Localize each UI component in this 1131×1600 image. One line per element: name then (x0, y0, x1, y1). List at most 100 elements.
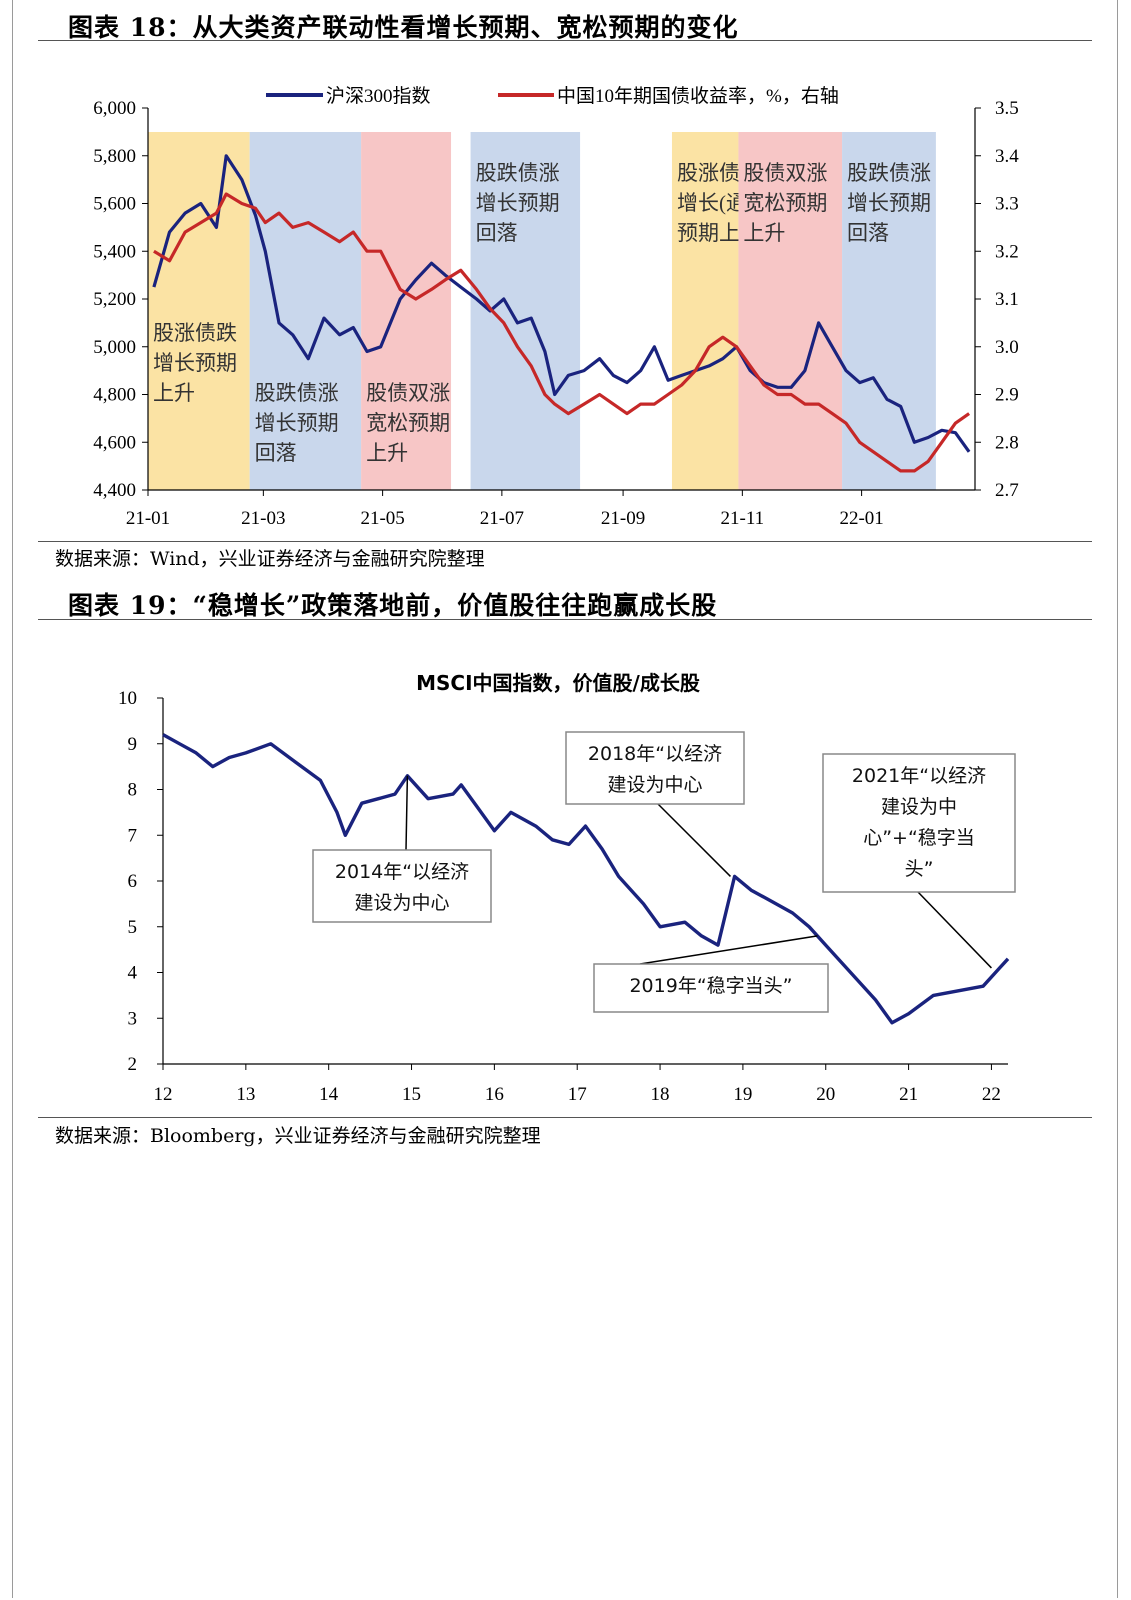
y-tick-label: 2 (128, 1054, 138, 1075)
page-frame (12, 0, 1118, 1598)
regime-label: 宽松预期 (743, 191, 827, 215)
annotation-leader (657, 803, 732, 877)
y-right-tick-label: 2.7 (995, 480, 1019, 501)
figure19-source: 数据来源：Bloomberg，兴业证券经济与金融研究院整理 (55, 1125, 541, 1147)
regime-label: 股债双涨 (366, 381, 450, 405)
x-tick-label: 21-03 (241, 508, 285, 529)
y-right-tick-label: 2.9 (995, 385, 1019, 406)
regime-band (361, 132, 452, 490)
annotation-text: 2019年“稳字当头” (629, 975, 792, 997)
x-tick-label: 22-01 (839, 508, 883, 529)
figure18-bottom-rule (38, 541, 1092, 542)
x-tick-label: 21-01 (126, 508, 170, 529)
annotation-text: 头” (905, 858, 934, 880)
regime-label: 股跌债涨 (255, 381, 339, 405)
y-left-tick-label: 5,800 (93, 146, 136, 167)
y-left-tick-label: 4,800 (93, 385, 136, 406)
x-tick-label: 21 (899, 1084, 918, 1105)
figure19-bottom-rule (38, 1117, 1092, 1118)
x-tick-label: 16 (485, 1084, 504, 1105)
x-tick-label: 18 (651, 1084, 670, 1105)
regime-label: 回落 (847, 221, 889, 245)
regime-label: 回落 (255, 441, 297, 465)
y-left-tick-label: 5,600 (93, 194, 136, 215)
chart2-title: MSCI中国指数，价值股/成长股 (416, 671, 700, 695)
y-left-tick-label: 5,200 (93, 289, 136, 310)
x-tick-label: 12 (154, 1084, 173, 1105)
y-right-tick-label: 3.4 (995, 146, 1019, 167)
y-left-tick-label: 4,600 (93, 432, 136, 453)
annotation-box (822, 753, 1016, 893)
y-left-tick-label: 6,000 (93, 98, 136, 119)
y-tick-label: 9 (128, 734, 138, 755)
annotation-box (565, 731, 745, 805)
regime-band (842, 132, 936, 490)
y-tick-label: 3 (128, 1008, 138, 1029)
x-tick-label: 17 (568, 1084, 587, 1105)
y-right-tick-label: 3.2 (995, 241, 1019, 262)
annotation-leader (405, 775, 409, 851)
annotation-text: 心”+“稳字当 (863, 827, 975, 849)
regime-band (671, 132, 739, 490)
regime-label: 股债双涨 (743, 161, 827, 185)
y-tick-label: 7 (128, 825, 138, 846)
regime-label: 上升 (743, 221, 785, 245)
x-tick-label: 19 (733, 1084, 752, 1105)
y-tick-label: 6 (128, 871, 138, 892)
regime-label: 增长预期 (476, 191, 560, 215)
figure18-title: 图表 18：从大类资产联动性看增长预期、宽松预期的变化 (68, 13, 739, 42)
regime-label: 股跌债涨 (847, 161, 931, 185)
regime-label: 回落 (476, 221, 518, 245)
y-tick-label: 4 (128, 963, 138, 984)
regime-label: 增长预期 (255, 411, 339, 435)
regime-band (738, 132, 843, 490)
bond-yield-line (153, 192, 971, 473)
x-tick-label: 21-11 (721, 508, 765, 529)
annotation-leader (917, 891, 992, 969)
legend-label-bond-yield: 中国10年期国债收益率，%，右轴 (557, 85, 839, 107)
regime-label: 宽松预期 (366, 411, 450, 435)
y-tick-label: 8 (128, 780, 138, 801)
regime-label: 增长预期 (847, 191, 931, 215)
figure19-title-rule (38, 619, 1092, 620)
y-right-tick-label: 3.1 (995, 289, 1019, 310)
x-tick-label: 21-05 (360, 508, 404, 529)
y-tick-label: 5 (128, 917, 138, 938)
y-left-tick-label: 5,000 (93, 337, 136, 358)
value-growth-ratio-line (162, 733, 1010, 1025)
annotation-box (593, 963, 829, 1013)
legend-label-hs300: 沪深300指数 (326, 85, 431, 107)
regime-band (470, 132, 581, 490)
y-right-tick-label: 3.0 (995, 337, 1019, 358)
annotation-text: 建设为中 (881, 796, 957, 818)
figure18-source: 数据来源：Wind，兴业证券经济与金融研究院整理 (55, 548, 485, 570)
regime-band (249, 132, 362, 490)
annotation-text: 建设为中心 (607, 774, 702, 796)
x-tick-label: 15 (402, 1084, 421, 1105)
annotation-text: 2021年“以经济 (852, 765, 986, 787)
annotation-box (312, 849, 492, 923)
annotation-leader (639, 935, 818, 965)
x-tick-label: 13 (236, 1084, 255, 1105)
x-tick-label: 21-09 (601, 508, 645, 529)
y-right-tick-label: 3.5 (995, 98, 1019, 119)
regime-label: 股跌债涨 (476, 161, 560, 185)
regime-label: 股涨债跌 (153, 321, 237, 345)
figure19-title: 图表 19：“稳增长”政策落地前，价值股往往跑赢成长股 (68, 591, 718, 620)
figure18-title-rule (38, 40, 1092, 41)
y-left-tick-label: 4,400 (93, 480, 136, 501)
y-tick-label: 10 (118, 688, 137, 709)
regime-label: 增长预期 (153, 351, 237, 375)
annotation-text: 2018年“以经济 (588, 743, 722, 765)
annotation-text: 2014年“以经济 (335, 861, 469, 883)
annotation-text: 建设为中心 (354, 892, 449, 914)
regime-band (148, 132, 250, 490)
x-tick-label: 20 (816, 1084, 835, 1105)
hs300-line (152, 154, 971, 453)
regime-label: 上升 (153, 381, 195, 405)
y-left-tick-label: 5,400 (93, 241, 136, 262)
x-tick-label: 22 (982, 1084, 1001, 1105)
x-tick-label: 14 (319, 1084, 339, 1105)
